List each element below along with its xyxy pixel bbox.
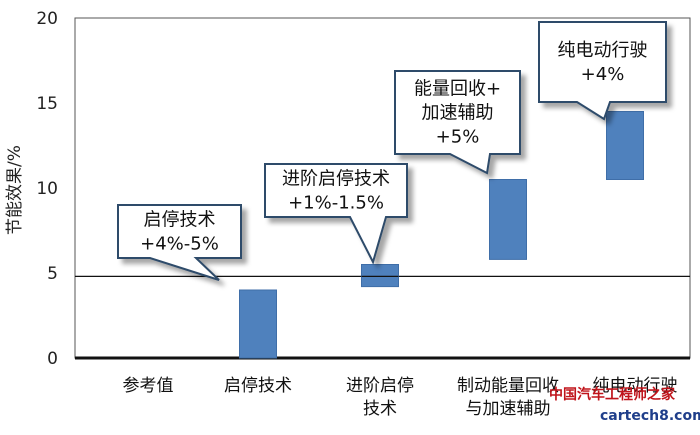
y-tick-label: 5 <box>47 264 58 284</box>
category-label: 参考值 <box>123 376 174 396</box>
callout-bubble <box>264 163 408 265</box>
y-tick-label: 10 <box>36 179 58 199</box>
callout-text: +4% <box>581 64 625 85</box>
category-label: 启停技术 <box>224 376 292 396</box>
callout-text: +1%-1.5% <box>288 193 384 214</box>
y-tick-label: 0 <box>47 349 58 369</box>
watermark: 中国汽车工程师之家 cartech8.com <box>549 386 700 424</box>
bar <box>361 264 399 288</box>
callout-text: 能量回收+ <box>414 79 501 100</box>
category-label: 纯电动行驶 <box>593 376 678 396</box>
callout-text: 进阶启停技术 <box>282 169 390 190</box>
callout-text: +5% <box>436 127 480 148</box>
callout-text: +4%-5% <box>140 234 219 255</box>
category-label: 制动能量回收 <box>457 376 559 396</box>
watermark-site: cartech8.com <box>600 408 700 424</box>
callout-text: 加速辅助 <box>422 103 494 124</box>
bar <box>239 289 277 359</box>
y-tick-label: 15 <box>36 94 58 114</box>
callout: 纯电动行驶 +4% <box>538 21 667 121</box>
category-label: 与加速辅助 <box>466 399 551 419</box>
watermark-brand: 中国汽车工程师之家 <box>549 386 676 403</box>
callout-bubble <box>394 70 521 175</box>
callout-bubble <box>538 21 667 121</box>
callout: 进阶启停技术 +1%-1.5% <box>264 163 408 265</box>
callout-text: 纯电动行驶 <box>558 40 648 61</box>
callout-text: 启停技术 <box>144 210 216 231</box>
y-tick-label: 20 <box>36 9 58 29</box>
callout-bubble <box>117 204 242 281</box>
y-axis-label: 节能效果/% <box>5 145 25 235</box>
bar <box>606 111 644 180</box>
category-label: 技术 <box>363 399 397 419</box>
callout: 能量回收+ 加速辅助 +5% <box>394 70 521 175</box>
callout: 启停技术 +4%-5% <box>117 204 242 281</box>
bar <box>489 179 527 260</box>
category-label: 进阶启停 <box>346 376 414 396</box>
